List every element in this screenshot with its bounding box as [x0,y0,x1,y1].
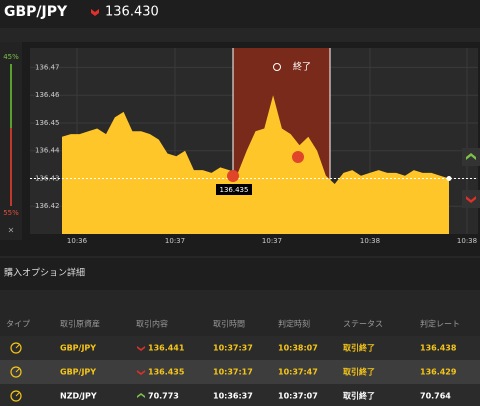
direction-icon [137,346,145,351]
cell: 取引終了 [343,391,375,401]
current-price-dot [446,175,452,181]
direction-icon [137,393,145,398]
table-row [0,384,480,406]
down-bar [10,128,12,206]
column-header: 取引原資産 [60,319,100,329]
low-button[interactable] [462,190,480,208]
entry-label: 136.435 [220,186,249,194]
cell: 70.764 [420,392,451,401]
cell: 136.441 [148,344,185,353]
x-tick-label: 10:38 [360,237,380,245]
type-icon [10,366,22,378]
type-icon [10,390,22,402]
cell: 10:37:47 [278,368,318,377]
column-header: 取引時間 [213,320,245,329]
close-button[interactable]: × [8,226,15,235]
cell: 取引終了 [343,343,375,353]
cell: 10:37:37 [213,344,253,353]
x-tick-label: 10:38 [457,237,477,245]
expiry-label: 終了 [293,61,311,73]
down-icon [91,9,99,16]
column-header: 取引内容 [136,319,168,329]
cell: 70.773 [148,392,179,401]
direction-icon [137,370,145,375]
details-header [0,258,480,290]
cell: 136.438 [420,344,457,353]
y-tick-label: 136.44 [35,147,60,155]
x-tick-label: 10:37 [165,237,185,245]
cell: 136.429 [420,368,457,377]
cell: 10:36:37 [213,392,253,401]
cell: 10:37:07 [278,392,318,401]
up-icon [466,153,476,160]
cell: 136.435 [148,368,185,377]
cell: GBP/JPY [60,368,96,377]
y-tick-label: 136.42 [35,202,60,210]
cell: GBP/JPY [60,344,96,353]
down-percent: 55% [3,209,19,217]
cell: NZD/JPY [60,392,97,401]
table-row [0,360,480,384]
high-button[interactable] [462,148,480,166]
up-percent: 45% [3,53,19,61]
entry-label-bg [216,184,252,195]
clock-icon [273,63,281,71]
table-row [0,336,480,360]
price-area [62,95,449,234]
chart: 136.42136.43136.44136.45136.46136.4710:3… [30,48,478,245]
y-tick-label: 136.47 [35,63,60,71]
details-title: 購入オプション詳細 [4,267,85,279]
type-icon-hand [15,368,20,373]
symbol: GBP/JPY [4,4,68,20]
cell: 10:37:17 [213,368,253,377]
column-header: 判定レート [420,319,460,329]
type-icon-hand [15,392,20,397]
cell: 取引終了 [343,367,375,377]
column-header: タイプ [6,320,30,329]
column-header: 判定時刻 [278,319,310,329]
type-icon [10,342,22,354]
entry-marker [227,170,239,182]
cell: 10:38:07 [278,344,318,353]
down-icon [466,196,476,203]
top-bar [0,0,480,28]
entry-marker-2 [292,151,304,163]
column-header: ステータス [343,320,383,329]
table-header-row [0,312,480,336]
y-tick-label: 136.45 [35,119,60,127]
x-tick-label: 10:36 [67,237,88,245]
y-tick-label: 136.46 [35,91,60,99]
up-bar [10,64,12,128]
price: 136.430 [105,5,159,20]
table: タイプ 取引原資産 取引内容 取引時間 判定時刻 ステータス 判定レート GBP/JPY 136… [0,312,480,406]
type-icon-hand [15,344,20,349]
x-tick-label: 10:37 [262,237,282,245]
